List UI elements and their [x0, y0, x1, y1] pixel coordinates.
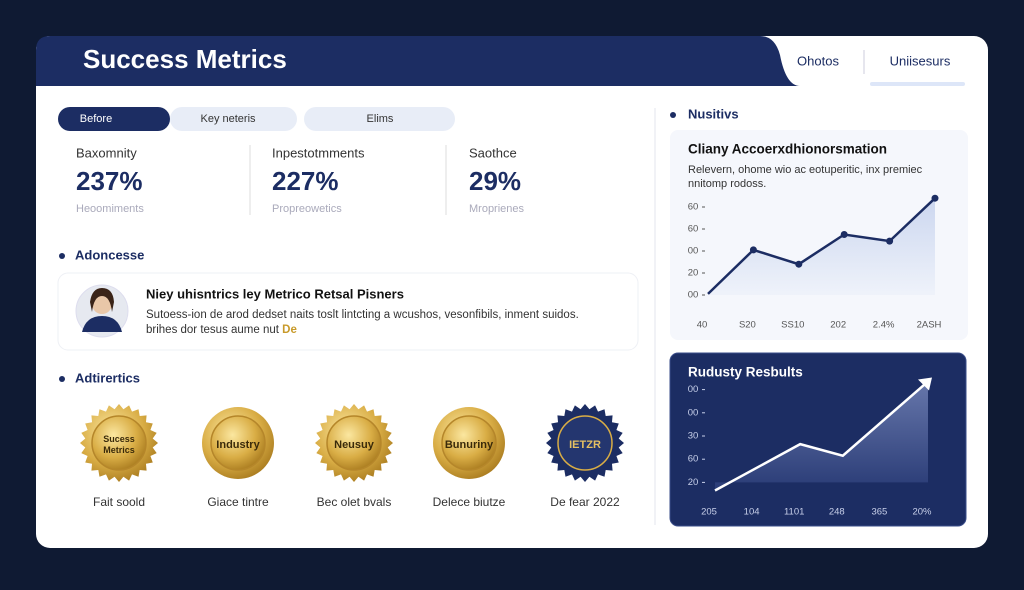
section-title: Adoncesse	[75, 247, 144, 262]
badge-label: De fear 2022	[550, 495, 620, 509]
y-tick-label: 20	[688, 268, 699, 279]
x-tick-label: 1101	[784, 507, 804, 518]
kpi-label: Saothce	[469, 145, 517, 160]
tab-label: Elims	[367, 113, 394, 125]
x-tick-label: 205	[701, 507, 717, 518]
badge-text: Sucess	[103, 434, 135, 444]
x-tick-label: 365	[871, 507, 887, 518]
point	[931, 194, 939, 202]
y-tick-label: 00	[688, 407, 699, 418]
badge-inner	[326, 415, 382, 471]
bullet	[670, 112, 676, 118]
x-tick-label: 104	[744, 507, 760, 518]
tab[interactable]	[304, 107, 455, 131]
badge-label: Giace tintre	[207, 495, 269, 509]
y-tick-label: 00	[688, 384, 699, 395]
x-tick-label: 248	[829, 507, 845, 518]
arrow-head	[918, 377, 932, 391]
x-tick-label: 40	[697, 320, 708, 331]
chart-card	[669, 352, 967, 527]
kpi-label: Baxomnity	[76, 145, 137, 160]
testimonial-text: brihes dor tesus aume nut De	[146, 324, 297, 336]
badge-text: Metrics	[103, 445, 135, 455]
badge-label: Fait soold	[93, 495, 145, 509]
avatar-hair	[90, 288, 114, 312]
area	[715, 381, 928, 491]
section-title: Adtirertics	[75, 370, 140, 385]
line	[707, 197, 936, 295]
header-bar	[36, 36, 800, 86]
point	[749, 246, 757, 254]
y-tick-label: 60	[688, 224, 699, 235]
tab[interactable]	[170, 107, 297, 131]
point	[886, 237, 894, 245]
testimonial-text: Sutoess-ion de arod dedset naits toslt l…	[146, 309, 579, 321]
kpi-value: 29%	[469, 166, 521, 196]
tab[interactable]	[58, 107, 170, 131]
badge-label: Delece biutze	[433, 495, 506, 509]
testimonial-title: Niey uhisntrics ley Metrico Retsal Pisne…	[146, 286, 404, 301]
y-tick-label: 20	[688, 477, 699, 488]
kpi-label: Inpestotmments	[272, 145, 365, 160]
x-tick-label: 20%	[912, 507, 932, 518]
highlight: De	[282, 324, 297, 336]
badge-text: Neusuy	[334, 439, 375, 451]
title: Success Metrics	[83, 44, 287, 74]
x-tick-label: 202	[830, 320, 846, 331]
area	[708, 198, 935, 295]
badge-text: IETZR	[569, 439, 601, 451]
tab-underline	[870, 82, 965, 86]
header-tab[interactable]: Ohotos	[797, 53, 839, 68]
bullet	[59, 253, 65, 259]
tab-label: Key neteris	[200, 113, 256, 125]
chart-title: Cliany Accoerxdhionorsmation	[688, 142, 887, 157]
kpi-value: 237%	[76, 166, 143, 196]
badge-inner	[441, 415, 497, 471]
kpi-sub: Heoomiments	[76, 203, 144, 215]
point	[795, 260, 803, 268]
text-line: brihes dor tesus aume nut	[146, 324, 280, 336]
section-title: Nusitivs	[688, 106, 739, 121]
x-tick-label: S20	[739, 320, 756, 331]
x-tick-label: 2ASH	[917, 320, 942, 331]
bullet	[59, 376, 65, 382]
x-tick-label: 2.4%	[873, 320, 895, 331]
badge-inner	[557, 415, 613, 471]
chart-subtitle: nnitomp rodoss.	[688, 178, 766, 190]
y-tick-label: 00	[688, 246, 699, 257]
kpi-sub: Mroprienes	[469, 203, 525, 215]
avatar-face	[92, 294, 112, 314]
point	[840, 231, 848, 238]
y-tick-label: 60	[688, 454, 699, 465]
avatar-body	[82, 316, 122, 332]
y-tick-label: 60	[688, 202, 699, 213]
testimonial-card	[57, 272, 639, 351]
badge-text: Industry	[216, 439, 260, 451]
badge-text: Bunuriny	[445, 439, 494, 451]
kpi-sub: Propreowetics	[272, 203, 342, 215]
tab-label: Before	[80, 113, 112, 125]
line	[714, 380, 929, 492]
kpi-value: 227%	[272, 166, 339, 196]
badge-inner	[210, 415, 266, 471]
chart-title: Rudusty Resbults	[688, 365, 803, 380]
badge-label: Bec olet bvals	[317, 495, 392, 509]
badge-inner	[91, 415, 147, 471]
y-tick-label: 30	[688, 431, 699, 442]
header-tab[interactable]: Uniisesurs	[890, 53, 951, 68]
y-tick-label: 00	[688, 290, 699, 301]
x-tick-label: SS10	[781, 320, 804, 331]
chart-subtitle: Relevern, ohome wio ac eotuperitic, inx …	[688, 164, 923, 176]
